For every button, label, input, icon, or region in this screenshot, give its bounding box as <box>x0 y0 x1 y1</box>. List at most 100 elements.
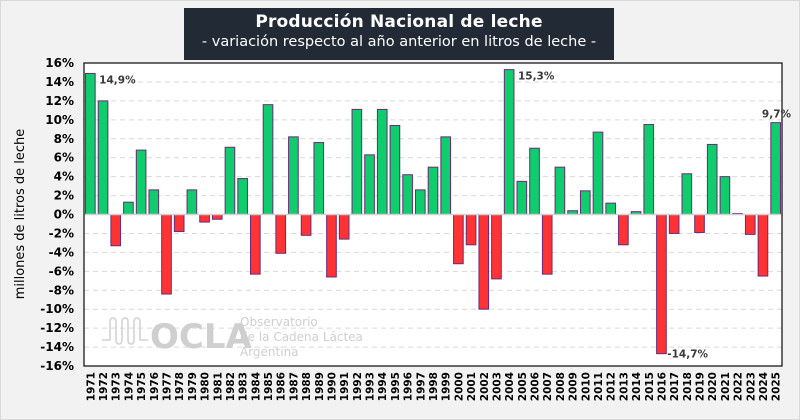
bar-2003 <box>491 214 502 280</box>
y-tick-label: -8% <box>49 283 74 297</box>
y-tick-label: 12% <box>45 94 74 108</box>
watermark-line-3: Argentina <box>240 345 299 359</box>
x-tick-label: 1972 <box>98 372 110 401</box>
x-tick-label: 2007 <box>542 372 554 401</box>
x-tick-label: 2013 <box>618 372 630 401</box>
watermark-line-2: de la Cadena Láctea <box>240 330 363 344</box>
x-tick-label: 2012 <box>606 372 618 401</box>
x-tick-label: 2019 <box>695 372 707 401</box>
x-tick-label: 1989 <box>314 372 326 401</box>
data-label-2004: 15,3% <box>518 71 555 83</box>
bar-1985 <box>262 104 274 215</box>
x-tick-label: 2003 <box>491 372 503 401</box>
data-label-1971: 14,9% <box>99 74 136 86</box>
x-tick-label: 2017 <box>669 372 681 401</box>
bar-1994 <box>376 108 388 215</box>
x-tick-label: 1991 <box>339 372 351 401</box>
y-tick-label: -14% <box>40 340 74 354</box>
x-tick-label: 2021 <box>720 372 732 401</box>
y-tick-label: 8% <box>54 132 74 146</box>
bar-1989 <box>313 142 325 215</box>
bar-2017 <box>668 214 680 234</box>
bar-1993 <box>364 154 375 216</box>
x-tick-label: 1990 <box>326 372 338 401</box>
y-tick-label: 6% <box>54 151 74 165</box>
bar-2004 <box>503 69 515 215</box>
bar-1990 <box>326 214 337 278</box>
watermark-line-1: Observatorio <box>240 315 318 329</box>
x-tick-label: 1984 <box>250 372 262 401</box>
watermark-logo-text: OCLA <box>150 317 253 357</box>
bar-2001 <box>465 214 477 246</box>
bar-1982 <box>224 146 236 216</box>
bar-1991 <box>338 214 350 240</box>
x-tick-label: 2014 <box>631 372 643 401</box>
x-tick-label: 1971 <box>85 372 97 401</box>
y-tick-label: -12% <box>40 321 74 335</box>
bar-1987 <box>288 136 299 215</box>
y-axis-label: millones de litros de leche <box>13 129 28 300</box>
y-tick-label: -2% <box>49 226 74 240</box>
x-tick-label: 1973 <box>111 372 123 401</box>
y-tick-label: 0% <box>54 208 74 222</box>
bar-1979 <box>186 189 198 216</box>
x-tick-label: 1986 <box>276 372 288 401</box>
x-tick-label: 1996 <box>403 372 415 401</box>
bar-1974 <box>123 201 134 216</box>
bar-1992 <box>351 108 363 215</box>
bar-1984 <box>250 214 261 275</box>
y-tick-label: -6% <box>49 264 74 278</box>
x-tick-label: 2001 <box>466 372 478 401</box>
x-tick-label: 2004 <box>504 372 516 401</box>
bar-1986 <box>275 214 287 254</box>
x-tick-label: 2005 <box>517 372 529 401</box>
bar-1998 <box>427 166 439 216</box>
bar-2023 <box>744 214 756 235</box>
bar-2020 <box>706 143 718 215</box>
bar-1971 <box>85 72 96 215</box>
bar-2007 <box>541 214 553 275</box>
bar-1978 <box>173 214 185 233</box>
x-tick-label: 1999 <box>441 372 453 401</box>
x-tick-label: 1975 <box>136 372 148 401</box>
x-tick-label: 2000 <box>453 372 465 401</box>
x-tick-label: 1978 <box>174 372 186 401</box>
bar-2018 <box>681 173 693 215</box>
chart-title-box: Producción Nacional de leche - variación… <box>184 8 614 60</box>
bar-2021 <box>719 176 731 216</box>
bar-1997 <box>414 189 426 216</box>
x-tick-label: 1980 <box>200 372 212 401</box>
chart-title: Producción Nacional de leche <box>255 12 543 32</box>
y-tick-label: 10% <box>45 113 74 127</box>
bar-2002 <box>478 214 490 310</box>
x-tick-label: 2025 <box>771 372 783 401</box>
bar-1983 <box>237 178 248 216</box>
y-tick-label: 2% <box>54 189 74 203</box>
x-tick-label: 1995 <box>390 372 402 401</box>
ocla-wave-icon <box>102 317 148 345</box>
bar-1988 <box>300 214 312 236</box>
bar-2010 <box>579 190 591 216</box>
bar-1973 <box>110 214 122 247</box>
bar-1996 <box>402 174 413 215</box>
x-tick-label: 1974 <box>123 372 135 401</box>
bar-1972 <box>97 100 109 216</box>
bar-1999 <box>440 136 452 215</box>
x-tick-label: 2009 <box>568 372 580 401</box>
bar-2000 <box>453 214 464 265</box>
x-tick-label: 1997 <box>415 372 427 401</box>
x-tick-label: 2011 <box>593 372 605 401</box>
x-tick-label: 1983 <box>238 372 250 401</box>
x-tick-label: 2024 <box>758 372 770 401</box>
data-label-2016: -14,7% <box>667 349 708 361</box>
x-tick-label: 2002 <box>479 372 491 401</box>
bar-2015 <box>643 124 655 215</box>
x-tick-label: 2016 <box>656 372 668 401</box>
bar-2025 <box>770 122 781 215</box>
x-tick-label: 2010 <box>580 372 592 401</box>
bar-1977 <box>161 214 172 295</box>
bar-1995 <box>389 124 401 215</box>
x-tick-label: 1994 <box>377 372 389 401</box>
bar-2005 <box>516 180 528 215</box>
